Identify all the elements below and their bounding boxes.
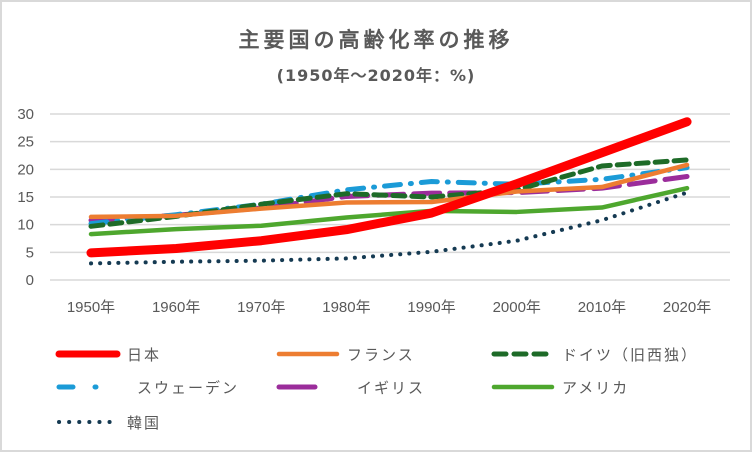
x-tick-label: 2010年 (578, 299, 626, 316)
x-tick-label: 1980年 (322, 299, 370, 316)
legend-label: 韓国 (127, 413, 162, 432)
legend-item: スウェーデン (55, 375, 239, 399)
x-tick-label: 1990年 (407, 299, 455, 316)
series-line-0 (86, 117, 692, 258)
legend-item: フランス (275, 342, 415, 366)
x-tick-label: 2020年 (663, 299, 711, 316)
chart-title: 主要国の高齢化率の推移 (238, 28, 514, 52)
series-line-1 (88, 162, 690, 220)
legend-label: ドイツ（旧西独） (562, 345, 699, 364)
x-tick-label: 2000年 (493, 299, 541, 316)
legend-swatch (57, 420, 119, 424)
legend-label: 日本 (127, 345, 162, 364)
x-tick-label: 1970年 (237, 299, 285, 316)
legend-item: イギリス (275, 375, 425, 399)
legend-swatch (56, 384, 120, 390)
legend-label: フランス (347, 345, 415, 364)
y-tick-label: 0 (26, 272, 34, 289)
legend-swatch (491, 384, 555, 390)
legend-swatch (276, 351, 340, 357)
y-tick-label: 25 (17, 134, 34, 151)
legend-item: アメリカ (490, 375, 629, 399)
legend-item: 日本 (55, 342, 161, 366)
y-tick-label: 5 (26, 244, 34, 261)
y-tick-label: 10 (17, 217, 34, 234)
legend-label: イギリス (357, 378, 426, 397)
legend-swatch (276, 384, 340, 390)
chart-subtitle: (1950年～2020年：%) (276, 66, 476, 85)
y-tick-label: 20 (17, 161, 34, 178)
x-tick-label: 1950年 (67, 299, 115, 316)
legend-label: スウェーデン (137, 378, 240, 397)
legend-swatch (491, 351, 555, 357)
y-tick-label: 30 (17, 106, 34, 123)
series-line-5 (88, 185, 690, 237)
legend-item: 韓国 (55, 410, 161, 434)
y-tick-label: 15 (17, 189, 34, 206)
x-tick-label: 1960年 (152, 299, 200, 316)
legend-swatch (55, 350, 121, 358)
legend-item: ドイツ（旧西独） (490, 342, 698, 366)
series-line-6 (89, 190, 690, 266)
legend-label: アメリカ (562, 378, 630, 397)
